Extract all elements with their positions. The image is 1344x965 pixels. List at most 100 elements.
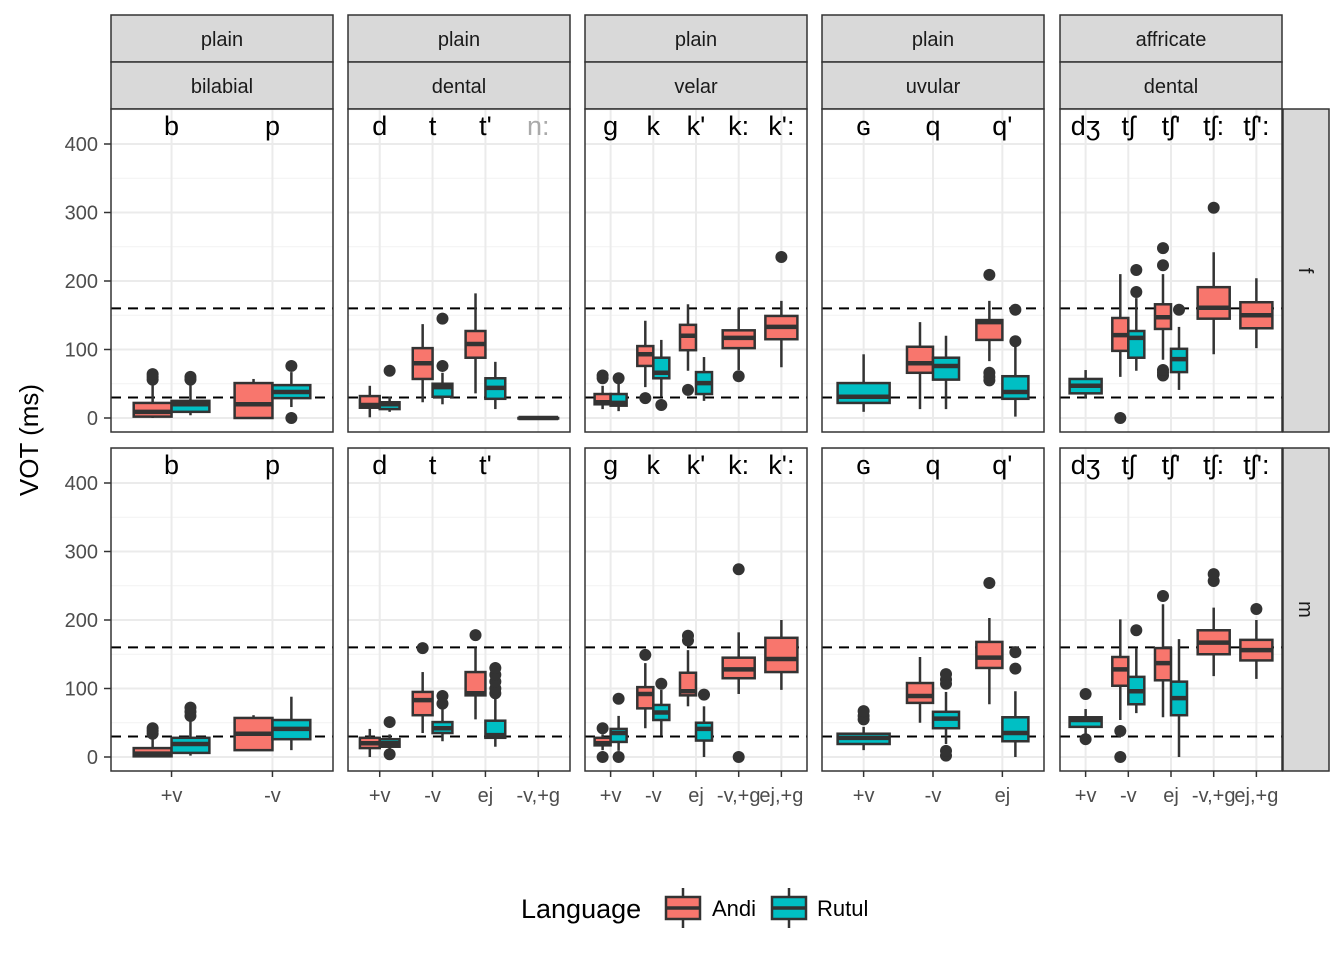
strip-place-label: dental xyxy=(1144,76,1199,98)
phoneme-label: k' xyxy=(687,111,706,141)
outlier-point xyxy=(469,629,482,642)
outlier-point xyxy=(436,690,449,703)
outlier-point xyxy=(983,577,996,590)
outlier-point xyxy=(1156,259,1169,272)
strip-place-label: velar xyxy=(674,76,718,98)
box-rutul xyxy=(271,359,312,424)
phoneme-label: tʃ': xyxy=(1243,111,1269,141)
outlier-point xyxy=(596,369,609,382)
strip-manner xyxy=(821,14,1045,63)
outlier-point xyxy=(612,692,625,705)
phoneme-label: b xyxy=(164,111,179,141)
row-strip-label: m xyxy=(1294,601,1316,618)
y-tick-label: 0 xyxy=(87,747,98,769)
phoneme-label: k xyxy=(647,450,661,480)
box-rutul xyxy=(431,312,454,405)
phoneme-label: k': xyxy=(768,450,794,480)
box-rutul xyxy=(1169,303,1189,390)
box-rutul xyxy=(1068,370,1103,399)
outlier-point xyxy=(1079,733,1092,746)
outlier-point xyxy=(940,668,953,681)
box-body xyxy=(233,381,274,420)
legend-key-andi xyxy=(664,888,702,928)
outlier-point xyxy=(1009,662,1022,675)
box-andi xyxy=(764,251,799,368)
strip-place xyxy=(584,61,808,110)
x-tick-label: ej xyxy=(688,785,704,807)
box-andi xyxy=(1196,201,1231,355)
box-rutul xyxy=(378,364,401,412)
box-rutul xyxy=(1127,264,1146,371)
box-body xyxy=(931,356,961,381)
box-andi xyxy=(132,722,173,758)
legend-label: Rutul xyxy=(817,896,868,921)
box-rutul xyxy=(378,716,401,761)
outlier-point xyxy=(596,751,609,763)
phoneme-label: d xyxy=(372,111,387,141)
x-tick-label: +v xyxy=(1075,785,1097,807)
y-tick-label: 100 xyxy=(65,679,98,701)
box-rutul xyxy=(1068,687,1103,746)
box-rutul xyxy=(694,357,714,401)
box-rutul xyxy=(431,690,454,742)
box-body xyxy=(905,345,935,375)
panel-background xyxy=(348,109,570,432)
strip-manner-label: plain xyxy=(912,29,954,51)
outlier-point xyxy=(1009,335,1022,348)
y-tick-label: 300 xyxy=(65,542,98,564)
strip-manner-label: affricate xyxy=(1136,29,1207,51)
panel-plain-dental-m: d t t' xyxy=(347,447,571,772)
x-tick-label: -v xyxy=(264,785,281,807)
phoneme-label: t' xyxy=(479,450,492,480)
phoneme-label: g xyxy=(603,111,618,141)
box-andi xyxy=(975,577,1004,705)
box-rutul xyxy=(1169,639,1189,757)
outlier-point xyxy=(383,364,396,377)
box-andi xyxy=(593,369,612,410)
outlier-point xyxy=(732,563,745,576)
outlier-point xyxy=(285,412,298,424)
box-andi xyxy=(1111,274,1130,424)
box-rutul xyxy=(652,339,671,411)
strip-place xyxy=(821,61,1045,110)
y-tick-label: 200 xyxy=(65,271,98,293)
box-body xyxy=(905,681,935,705)
box-body xyxy=(1196,285,1231,320)
outlier-point xyxy=(146,722,159,735)
box-andi xyxy=(464,293,487,394)
outlier-point xyxy=(146,368,159,381)
outlier-point xyxy=(775,251,788,264)
x-tick-label: +v xyxy=(853,785,875,807)
outlier-point xyxy=(1114,412,1127,424)
outlier-point xyxy=(285,359,298,372)
phoneme-label: q xyxy=(925,111,940,141)
box-rutul xyxy=(484,361,507,410)
box-andi xyxy=(721,563,756,763)
panel-affricate-dental-m: dʒ tʃ tʃ' tʃ: tʃ': xyxy=(1059,447,1283,772)
outlier-point xyxy=(983,268,996,281)
box-andi xyxy=(905,656,935,723)
panel-plain-dental-f: d t t' n: xyxy=(347,108,571,433)
outlier-point xyxy=(857,705,870,718)
legend-title: Language xyxy=(521,894,641,924)
strip-manner-label: plain xyxy=(201,29,243,51)
x-tick-label: ej,+g xyxy=(1234,785,1278,807)
outlier-point xyxy=(698,688,711,701)
box-rutul xyxy=(931,335,961,410)
box-andi xyxy=(678,304,698,396)
box-body xyxy=(975,640,1004,670)
outlier-point xyxy=(184,370,197,383)
panel-affricate-dental-f: dʒ tʃ tʃ' tʃ: tʃ': xyxy=(1059,108,1283,433)
outlier-point xyxy=(436,359,449,372)
box-rutul xyxy=(1001,303,1030,417)
phoneme-label: k: xyxy=(728,111,749,141)
phoneme-label: tʃ': xyxy=(1243,450,1269,480)
strip-manner xyxy=(1059,14,1283,63)
phoneme-label: q' xyxy=(992,450,1012,480)
box-andi xyxy=(411,324,434,403)
outlier-point xyxy=(612,751,625,763)
panel-border xyxy=(1059,108,1283,433)
panel-background xyxy=(111,448,333,771)
panel-border xyxy=(821,108,1045,433)
